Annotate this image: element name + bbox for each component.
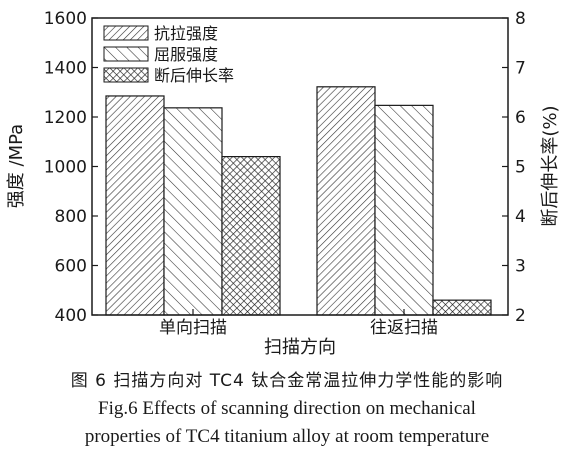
x-tick-label: 往返扫描 xyxy=(370,318,438,338)
legend-swatch xyxy=(103,25,149,41)
y-left-tick-label: 800 xyxy=(55,207,87,227)
bars-layer xyxy=(105,86,492,316)
y-left-tick-label: 400 xyxy=(55,306,87,326)
legend-label: 断后伸长率 xyxy=(154,66,234,85)
y-axis-label-left: 强度 /MPa xyxy=(6,124,27,208)
x-axis-label: 扫描方向 xyxy=(264,337,336,358)
bar-1-3 xyxy=(221,156,281,316)
y-right-tick-label: 5 xyxy=(515,158,526,178)
y-right-tick-label: 4 xyxy=(515,207,526,227)
y-right-tick-label: 3 xyxy=(515,257,526,277)
x-tick-label: 单向扫描 xyxy=(159,318,227,338)
y-right-tick-label: 8 xyxy=(515,9,526,29)
legend-swatch xyxy=(103,46,149,62)
figure-caption-en-line2: properties of TC4 titanium alloy at room… xyxy=(84,426,490,447)
y-left-tick-label: 1200 xyxy=(44,108,87,128)
legend-label: 屈服强度 xyxy=(154,45,218,64)
y-left-tick-label: 1600 xyxy=(44,9,87,29)
y-right-tick-label: 7 xyxy=(515,59,526,79)
bar-2-2 xyxy=(374,104,434,316)
ticks-layer: 单向扫描 往返扫描 400 600 800 1000 1200 1400 1600 2 3 4 5 6 7 8 xyxy=(44,9,526,338)
y-right-tick-label: 6 xyxy=(515,108,526,128)
y-left-tick-label: 1000 xyxy=(44,158,87,178)
chart-svg: 单向扫描 往返扫描 400 600 800 1000 1200 1400 1600 2 3 4 5 6 7 8… xyxy=(6,9,561,358)
bar-1-2 xyxy=(163,107,223,316)
legend-label: 抗拉强度 xyxy=(154,24,218,43)
y-left-tick-label: 1400 xyxy=(44,59,87,79)
y-axis-label-right: 断后伸长率(%) xyxy=(540,105,561,226)
figure-caption-en-line1: Fig.6 Effects of scanning direction on m… xyxy=(98,398,476,419)
bar-2-3 xyxy=(432,299,492,316)
bar-1-1 xyxy=(105,95,165,316)
y-right-tick-label: 2 xyxy=(515,306,526,326)
legend-swatch xyxy=(103,67,149,83)
bar-2-1 xyxy=(316,86,376,316)
y-left-tick-label: 600 xyxy=(55,257,87,277)
figure-caption-zh: 图 6 扫描方向对 TC4 钛合金常温拉伸力学性能的影响 xyxy=(70,371,504,391)
chart: 单向扫描 往返扫描 400 600 800 1000 1200 1400 1600 2 3 4 5 6 7 8… xyxy=(6,9,561,358)
